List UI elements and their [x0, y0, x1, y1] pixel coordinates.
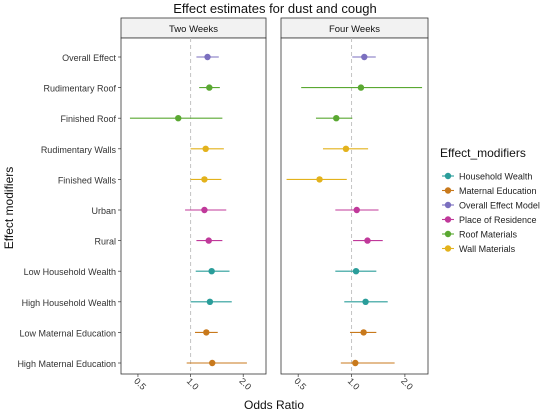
point-estimate-rural — [205, 237, 212, 244]
y-tick-label-rural: Rural — [94, 237, 116, 247]
x-tick-label: 0.5 — [292, 376, 308, 392]
y-tick-label-urban: Urban — [91, 206, 116, 216]
legend-key-dot-household-wealth — [444, 172, 452, 180]
point-estimate-low-maternal-education — [203, 329, 210, 336]
y-tick-label-finished-walls: Finished Walls — [58, 175, 117, 185]
legend-key-dot-place-of-residence — [444, 216, 452, 223]
y-axis-labels: Overall Effect Rudimentary Roof Finished R… — [17, 53, 121, 369]
legend-label-roof-materials: Roof Materials — [459, 230, 518, 240]
legend: Effect_modifiers Household Wealth Materna… — [440, 146, 540, 254]
legend-label-place-of-residence: Place of Residence — [459, 215, 537, 225]
x-tick-label: 1.0 — [346, 376, 362, 392]
point-estimate-finished-walls — [201, 176, 208, 183]
legend-key-dot-maternal-education — [444, 187, 452, 194]
x-axis-title: Odds Ratio — [244, 398, 304, 412]
legend-items: Household Wealth Maternal Education Overal… — [442, 172, 540, 254]
y-tick-label-overall-effect: Overall Effect — [62, 53, 116, 63]
panel-plot-area — [120, 37, 267, 375]
panel-title: Four Weeks — [329, 24, 380, 35]
point-estimate-rudimentary-roof — [357, 84, 365, 91]
legend-label-household-wealth: Household Wealth — [459, 172, 532, 182]
point-estimate-overall-effect — [361, 53, 368, 61]
point-estimate-finished-walls — [316, 176, 323, 183]
point-estimate-rural — [364, 237, 371, 244]
point-estimate-low-household-wealth — [352, 268, 360, 275]
y-axis-title: Effect modifiers — [2, 167, 16, 249]
point-estimate-rudimentary-roof — [206, 84, 213, 91]
point-estimate-high-household-wealth — [362, 298, 369, 305]
panel-plot-area — [280, 37, 429, 375]
legend-key-dot-roof-materials — [444, 230, 452, 238]
point-estimate-urban — [201, 206, 208, 214]
chart-title: Effect estimates for dust and cough — [173, 1, 377, 16]
legend-key-dot-wall-materials — [444, 245, 452, 252]
point-estimate-high-maternal-education — [352, 359, 359, 367]
y-tick-label-low-maternal-education: Low Maternal Education — [19, 328, 116, 338]
y-tick-label-high-maternal-education: High Maternal Education — [17, 359, 116, 369]
point-estimate-finished-roof — [333, 115, 340, 122]
x-tick-label: 0.5 — [132, 376, 148, 392]
panel-two-weeks: Two Weeks 0.5 1.0 2.0 — [120, 17, 267, 392]
point-estimate-finished-roof — [175, 115, 182, 122]
y-tick-label-finished-roof: Finished Roof — [60, 114, 116, 124]
point-estimate-high-maternal-education — [209, 359, 216, 367]
point-estimate-low-maternal-education — [360, 329, 367, 336]
y-tick-label-high-household-wealth: High Household Wealth — [22, 298, 116, 308]
x-tick-label: 2.0 — [399, 376, 415, 392]
panel-four-weeks: Four Weeks 0.5 1.0 2.0 — [280, 17, 429, 392]
panel-title: Two Weeks — [169, 24, 218, 35]
point-estimate-overall-effect — [204, 53, 211, 61]
legend-label-overall-effect-model: Overall Effect Model — [459, 201, 540, 211]
y-tick-label-rudimentary-walls: Rudimentary Walls — [41, 145, 117, 155]
point-estimate-low-household-wealth — [208, 268, 215, 275]
y-tick-label-rudimentary-roof: Rudimentary Roof — [43, 84, 116, 94]
legend-key-dot-overall-effect-model — [444, 201, 452, 209]
plot-panels: Two Weeks 0.5 1.0 2.0 Four Weeks 0.5 1.0 2.0 — [120, 17, 429, 392]
point-estimate-high-household-wealth — [206, 298, 214, 305]
point-estimate-rudimentary-walls — [202, 145, 209, 152]
legend-label-wall-materials: Wall Materials — [459, 244, 516, 254]
x-tick-label: 2.0 — [237, 376, 253, 392]
point-estimate-urban — [353, 206, 360, 214]
point-estimate-rudimentary-walls — [342, 145, 350, 152]
legend-title: Effect_modifiers — [440, 146, 526, 160]
x-tick-label: 1.0 — [185, 376, 201, 392]
legend-label-maternal-education: Maternal Education — [459, 186, 537, 196]
y-tick-label-low-household-wealth: Low Household Wealth — [24, 267, 116, 277]
